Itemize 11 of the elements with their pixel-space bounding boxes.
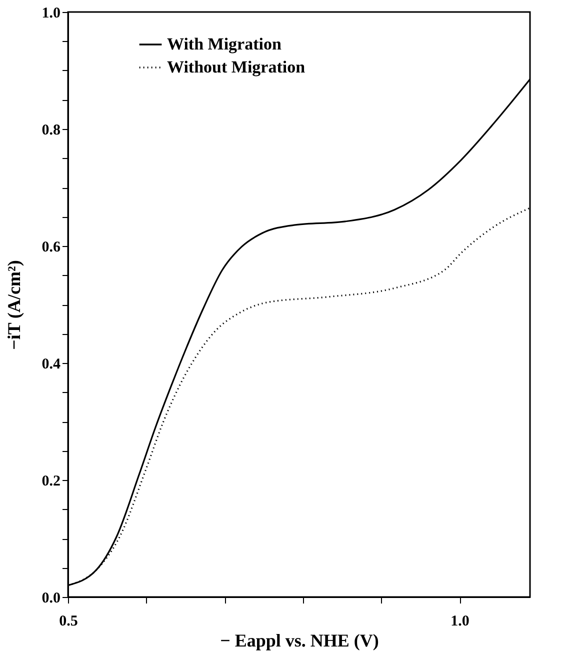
y-tick-label: 0.4 [42,356,61,372]
legend-label: Without Migration [167,58,306,76]
y-tick-label: 1.0 [42,6,60,22]
y-tick-label: 0.6 [42,240,61,256]
y-tick-label: 0.8 [42,122,60,138]
x-axis-title: − Eappl vs. NHE (V) [220,630,379,650]
y-axis-title: −iT (A/cm²) [4,260,24,350]
x-tick-label: 0.5 [59,614,78,630]
y-tick-label: 0.0 [42,590,60,606]
y-tick-label: 0.2 [42,474,60,490]
legend-label: With Migration [167,34,282,54]
